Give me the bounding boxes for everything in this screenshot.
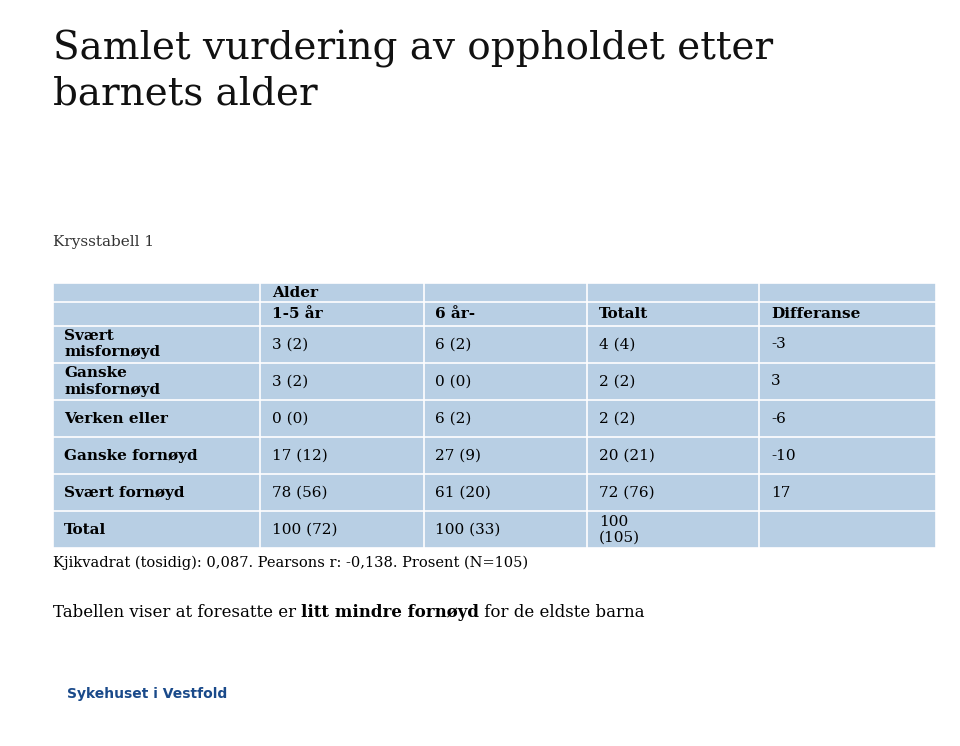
Text: -6: -6 <box>771 412 785 425</box>
Text: 3 (2): 3 (2) <box>272 337 308 351</box>
Text: Tabellen viser at foresatte er: Tabellen viser at foresatte er <box>53 604 301 621</box>
Text: for de eldste barna: for de eldste barna <box>479 604 645 621</box>
Text: Sykehuset i Vestfold: Sykehuset i Vestfold <box>67 687 228 701</box>
Text: 4 (4): 4 (4) <box>599 337 635 351</box>
Text: 100
(105): 100 (105) <box>599 515 639 545</box>
Text: 0 (0): 0 (0) <box>272 412 308 425</box>
Text: Ganske fornøyd: Ganske fornøyd <box>64 448 198 463</box>
Text: 17: 17 <box>771 486 790 500</box>
Text: Total: Total <box>64 523 107 537</box>
Text: -10: -10 <box>771 448 796 463</box>
Text: Svært
misfornøyd: Svært misfornøyd <box>64 329 160 360</box>
Text: 6 (2): 6 (2) <box>435 337 471 351</box>
Text: Totalt: Totalt <box>599 307 648 321</box>
Text: Differanse: Differanse <box>771 307 860 321</box>
Text: litt mindre fornøyd: litt mindre fornøyd <box>301 604 479 621</box>
Text: 3 (2): 3 (2) <box>272 374 308 389</box>
Text: 100 (33): 100 (33) <box>435 523 500 537</box>
Text: Alder: Alder <box>272 286 318 300</box>
Text: 6 (2): 6 (2) <box>435 412 471 425</box>
Text: 72 (76): 72 (76) <box>599 486 655 500</box>
Text: 100 (72): 100 (72) <box>272 523 337 537</box>
Text: 17 (12): 17 (12) <box>272 448 327 463</box>
Text: Samlet vurdering av oppholdet etter
barnets alder: Samlet vurdering av oppholdet etter barn… <box>53 30 773 112</box>
Text: -3: -3 <box>771 337 785 351</box>
Text: 2 (2): 2 (2) <box>599 374 635 389</box>
Text: Krysstabell 1: Krysstabell 1 <box>53 235 154 249</box>
Text: Svært fornøyd: Svært fornøyd <box>64 486 185 500</box>
Text: 6 år-: 6 år- <box>435 307 475 321</box>
Text: 3: 3 <box>771 374 780 389</box>
Text: 2 (2): 2 (2) <box>599 412 635 425</box>
Text: 1-5 år: 1-5 år <box>272 307 323 321</box>
Text: Verken eller: Verken eller <box>64 412 168 425</box>
Text: 20 (21): 20 (21) <box>599 448 655 463</box>
Text: 61 (20): 61 (20) <box>435 486 492 500</box>
Text: 78 (56): 78 (56) <box>272 486 327 500</box>
Text: Ganske
misfornøyd: Ganske misfornøyd <box>64 366 160 397</box>
Text: 27 (9): 27 (9) <box>435 448 481 463</box>
Text: Kjikvadrat (tosidig): 0,087. Pearsons r: -0,138. Prosent (N=105): Kjikvadrat (tosidig): 0,087. Pearsons r:… <box>53 556 528 570</box>
Text: 0 (0): 0 (0) <box>435 374 471 389</box>
